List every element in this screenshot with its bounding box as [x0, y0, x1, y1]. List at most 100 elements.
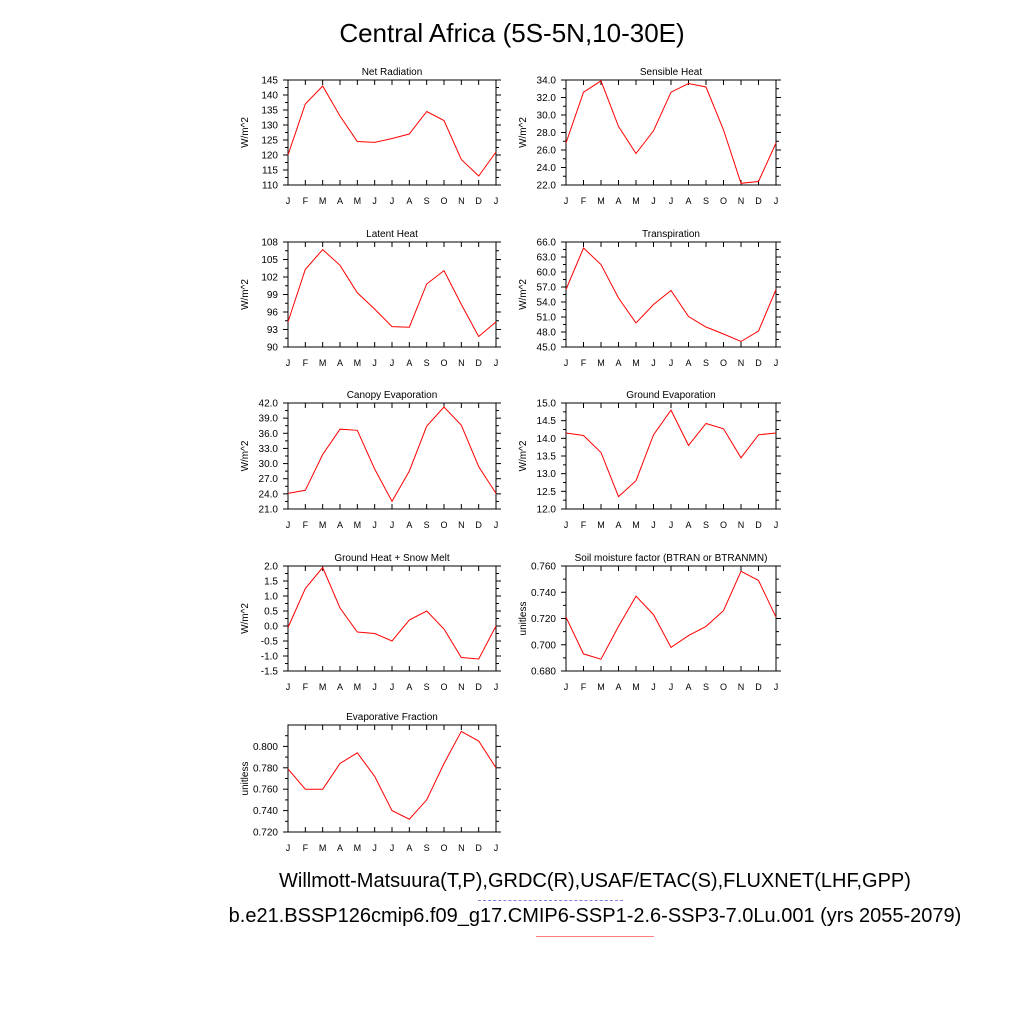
x-tick-label: F	[303, 520, 309, 530]
y-tick-label: 14.0	[537, 434, 557, 445]
y-tick-label: 130	[261, 121, 278, 132]
y-tick-label: 51.0	[537, 313, 557, 324]
y-tick-label: 34.0	[537, 76, 557, 87]
plot-frame	[287, 402, 497, 510]
y-tick-label: 140	[261, 91, 278, 102]
y-tick-label: 135	[261, 106, 278, 117]
x-tick-label: O	[440, 196, 447, 206]
series-line	[565, 80, 777, 184]
y-tick-label: 27.0	[259, 474, 279, 485]
x-tick-label: D	[755, 520, 762, 530]
y-axis-label: W/m^2	[240, 279, 251, 310]
legend-dashed-line	[478, 900, 623, 901]
x-tick-label: J	[494, 682, 499, 692]
y-tick-label: 26.0	[537, 146, 557, 157]
x-tick-label: F	[303, 843, 309, 853]
plot-frame	[287, 241, 497, 348]
plot-frame	[287, 724, 497, 833]
series-line	[287, 85, 497, 177]
y-tick-label: 0.680	[531, 667, 556, 678]
x-tick-label: J	[564, 682, 569, 692]
x-tick-label: J	[286, 843, 291, 853]
x-tick-label: A	[337, 196, 343, 206]
x-tick-label: J	[564, 358, 569, 368]
x-tick-label: A	[406, 196, 412, 206]
x-tick-label: N	[458, 358, 465, 368]
x-tick-label: A	[685, 358, 691, 368]
plot-frame	[287, 79, 497, 186]
y-tick-label: 0.760	[253, 785, 278, 796]
y-tick-label: 24.0	[537, 163, 557, 174]
plot-frame	[565, 565, 777, 672]
y-tick-label: 14.5	[537, 416, 557, 427]
x-tick-label: S	[703, 520, 709, 530]
x-tick-label: A	[685, 520, 691, 530]
x-tick-label: M	[319, 520, 327, 530]
x-tick-label: D	[475, 358, 482, 368]
x-tick-label: O	[720, 682, 727, 692]
x-tick-label: J	[372, 843, 377, 853]
subplot-title: Ground Heat + Snow Melt	[334, 553, 450, 564]
y-tick-label: 12.0	[537, 505, 557, 516]
x-tick-label: J	[669, 682, 674, 692]
x-tick-label: A	[406, 358, 412, 368]
x-tick-label: D	[475, 520, 482, 530]
y-tick-label: 32.0	[537, 93, 557, 104]
x-tick-label: O	[440, 682, 447, 692]
x-tick-label: M	[354, 196, 362, 206]
x-tick-label: D	[475, 682, 482, 692]
x-tick-label: M	[319, 358, 327, 368]
legend-solid-line	[536, 936, 654, 937]
y-tick-label: 22.0	[537, 181, 557, 192]
x-tick-label: F	[303, 196, 309, 206]
x-tick-label: J	[286, 358, 291, 368]
y-tick-label: 39.0	[259, 414, 279, 425]
series-line	[565, 570, 777, 660]
series-line	[565, 247, 777, 343]
x-tick-label: J	[494, 196, 499, 206]
x-tick-label: J	[390, 196, 395, 206]
x-tick-label: M	[597, 682, 605, 692]
subplot-title: Canopy Evaporation	[347, 390, 438, 401]
subplot-title: Latent Heat	[366, 229, 418, 240]
x-tick-label: J	[669, 196, 674, 206]
x-tick-label: A	[685, 196, 691, 206]
y-tick-label: 105	[261, 255, 278, 266]
x-tick-label: N	[458, 682, 465, 692]
x-tick-label: S	[703, 196, 709, 206]
x-tick-label: J	[372, 358, 377, 368]
y-tick-label: 24.0	[259, 489, 279, 500]
y-tick-label: 30.0	[537, 111, 557, 122]
y-axis-label: W/m^2	[240, 440, 251, 471]
x-tick-label: J	[390, 358, 395, 368]
y-tick-label: 0.740	[531, 588, 556, 599]
x-tick-label: J	[774, 196, 779, 206]
y-tick-label: 90	[267, 343, 279, 354]
x-tick-label: J	[494, 843, 499, 853]
x-tick-label: O	[440, 843, 447, 853]
subplot-title: Ground Evaporation	[626, 390, 716, 401]
y-tick-label: 102	[261, 273, 278, 284]
x-tick-label: M	[354, 682, 362, 692]
plot-frame	[565, 402, 777, 510]
x-tick-label: S	[703, 358, 709, 368]
x-tick-label: A	[337, 358, 343, 368]
y-axis-label: unitless	[518, 602, 529, 636]
x-tick-label: M	[632, 196, 640, 206]
y-tick-label: 0.720	[253, 828, 278, 839]
x-tick-label: O	[720, 358, 727, 368]
x-tick-label: M	[319, 843, 327, 853]
y-tick-label: 36.0	[259, 429, 279, 440]
x-tick-label: A	[615, 196, 621, 206]
x-tick-label: S	[424, 358, 430, 368]
x-tick-label: J	[669, 358, 674, 368]
x-tick-label: A	[406, 682, 412, 692]
x-tick-label: M	[632, 682, 640, 692]
y-tick-label: 2.0	[264, 562, 278, 573]
y-tick-label: 0.720	[531, 614, 556, 625]
y-tick-label: 13.5	[537, 452, 557, 463]
y-axis-label: W/m^2	[518, 117, 529, 148]
x-tick-label: F	[581, 520, 587, 530]
y-tick-label: 66.0	[537, 238, 557, 249]
